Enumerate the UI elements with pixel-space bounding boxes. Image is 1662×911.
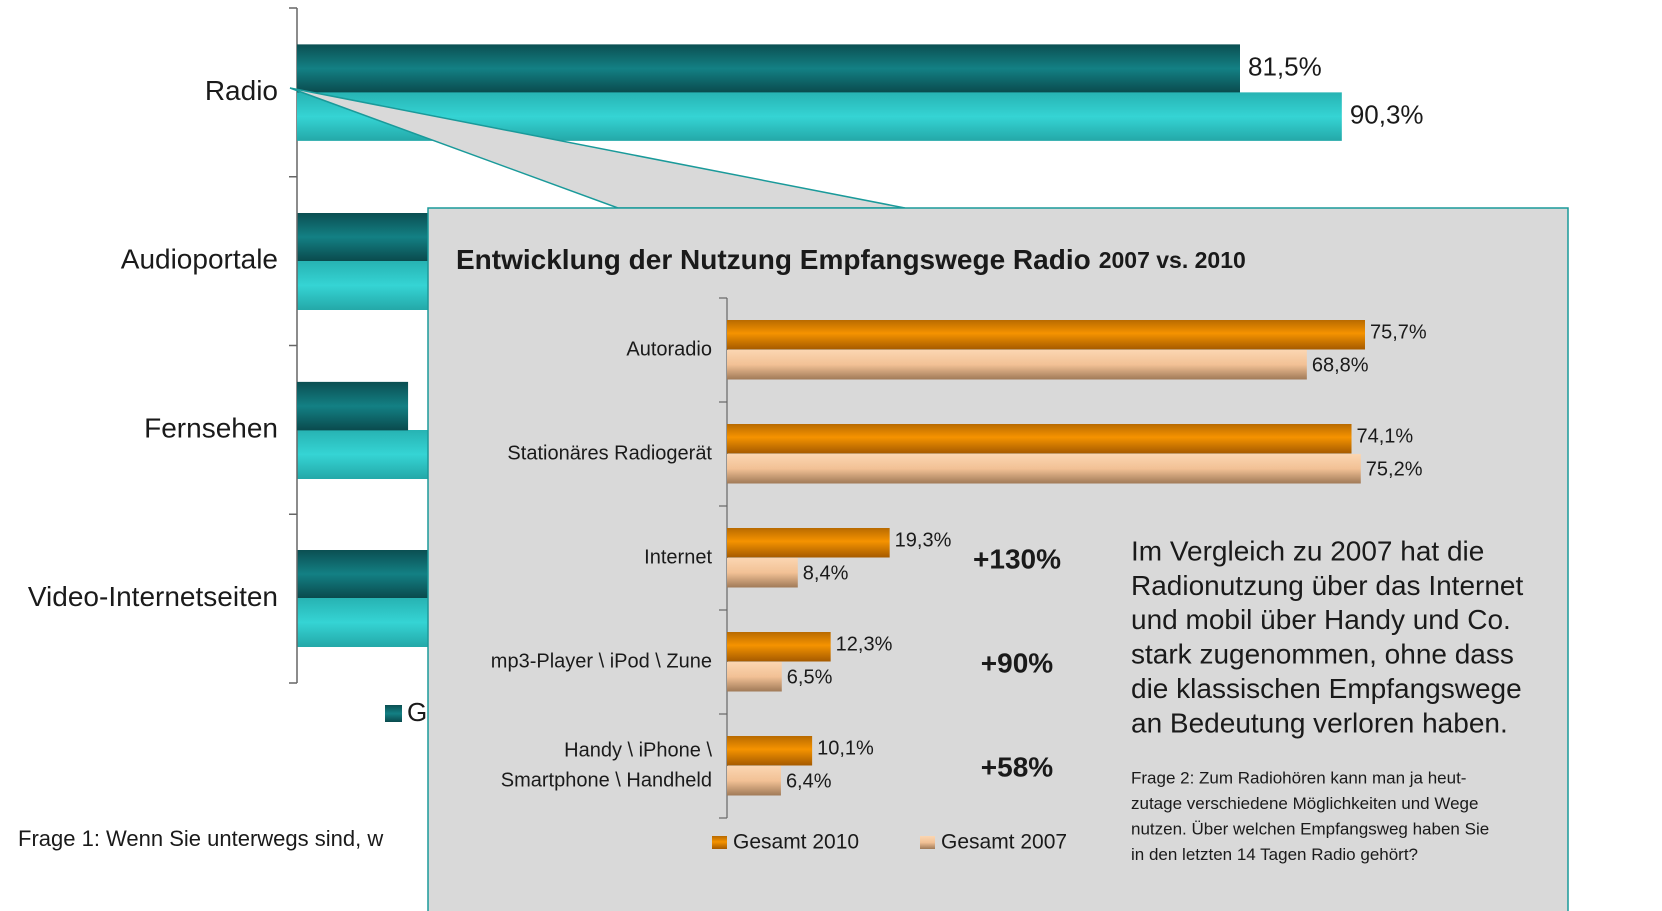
bar xyxy=(727,766,781,796)
question-line: nutzen. Über welchen Empfangsweg haben S… xyxy=(1131,819,1489,838)
value-label: 68,8% xyxy=(1312,354,1369,376)
category-label: Radio xyxy=(205,75,278,106)
category-label: Internet xyxy=(644,546,712,568)
inset-chart: Entwicklung der Nutzung Empfangswege Rad… xyxy=(427,207,1569,911)
annotation: +58% xyxy=(981,751,1053,782)
value-label: 81,5% xyxy=(1248,51,1322,81)
bar-stub xyxy=(297,430,437,479)
bar xyxy=(727,320,1365,350)
bar-stub xyxy=(297,213,437,261)
value-label: 8,4% xyxy=(803,562,849,584)
title-suffix: 2007 vs. 2010 xyxy=(1099,247,1246,273)
legend-label: Gesamt 2010 xyxy=(733,831,859,854)
comment-line: Im Vergleich zu 2007 hat die xyxy=(1131,535,1484,566)
category-label: mp3-Player \ iPod \ Zune xyxy=(491,650,712,672)
category-label: Autoradio xyxy=(626,338,712,360)
value-label: 6,5% xyxy=(787,666,833,688)
comment-line: die klassischen Empfangswege xyxy=(1131,673,1522,704)
category-label: Fernsehen xyxy=(144,412,278,443)
bar-stub xyxy=(297,261,437,310)
value-label: 10,1% xyxy=(817,737,874,759)
comment-line: Radionutzung über das Internet xyxy=(1131,570,1523,601)
bar xyxy=(727,350,1307,380)
bar xyxy=(727,662,782,692)
question-line: Frage 2: Zum Radiohören kann man ja heut… xyxy=(1131,768,1466,787)
value-label: 12,3% xyxy=(836,633,893,655)
bar xyxy=(727,454,1361,484)
question-line: zutage verschiedene Möglichkeiten und We… xyxy=(1131,794,1478,813)
annotation: +130% xyxy=(973,543,1061,574)
legend-swatch xyxy=(920,836,935,849)
legend-swatch xyxy=(712,836,727,849)
value-label: 90,3% xyxy=(1350,99,1424,129)
value-label: 6,4% xyxy=(786,770,832,792)
comment-line: stark zugenommen, ohne dass xyxy=(1131,639,1514,670)
value-label: 75,2% xyxy=(1366,458,1423,480)
question-line: in den letzten 14 Tagen Radio gehört? xyxy=(1131,845,1418,864)
bar xyxy=(297,44,1240,93)
bar-stub xyxy=(297,550,437,598)
category-label: Stationäres Radiogerät xyxy=(507,442,712,464)
category-label: Video-Internetseiten xyxy=(28,581,278,612)
bar xyxy=(727,558,798,588)
category-label: Handy \ iPhone \ xyxy=(564,739,712,761)
legend-label: Gesamt 2007 xyxy=(941,831,1067,854)
bar xyxy=(727,632,831,662)
bar-stub xyxy=(297,598,437,647)
bar xyxy=(727,424,1352,454)
comment-line: und mobil über Handy und Co. xyxy=(1131,604,1511,635)
value-label: 75,7% xyxy=(1370,321,1427,343)
footnote: Frage 1: Wenn Sie unterwegs sind, w xyxy=(18,826,383,851)
value-label: 19,3% xyxy=(895,529,952,551)
background-chart: Radio 81,5% 90,3% Audioportale Fernsehen Vide… xyxy=(18,7,1424,851)
annotation: +90% xyxy=(981,647,1053,678)
bar xyxy=(297,381,409,431)
bar xyxy=(727,528,890,558)
inset-title: Entwicklung der Nutzung Empfangswege Rad… xyxy=(456,244,1246,275)
comment-line: an Bedeutung verloren haben. xyxy=(1131,707,1508,738)
value-label: 74,1% xyxy=(1357,425,1414,447)
title-main: Entwicklung der Nutzung Empfangswege Rad… xyxy=(456,244,1091,275)
category-label: Audioportale xyxy=(121,244,278,275)
legend-swatch xyxy=(385,705,402,722)
bar xyxy=(727,736,813,766)
category-label: Smartphone \ Handheld xyxy=(501,769,712,791)
